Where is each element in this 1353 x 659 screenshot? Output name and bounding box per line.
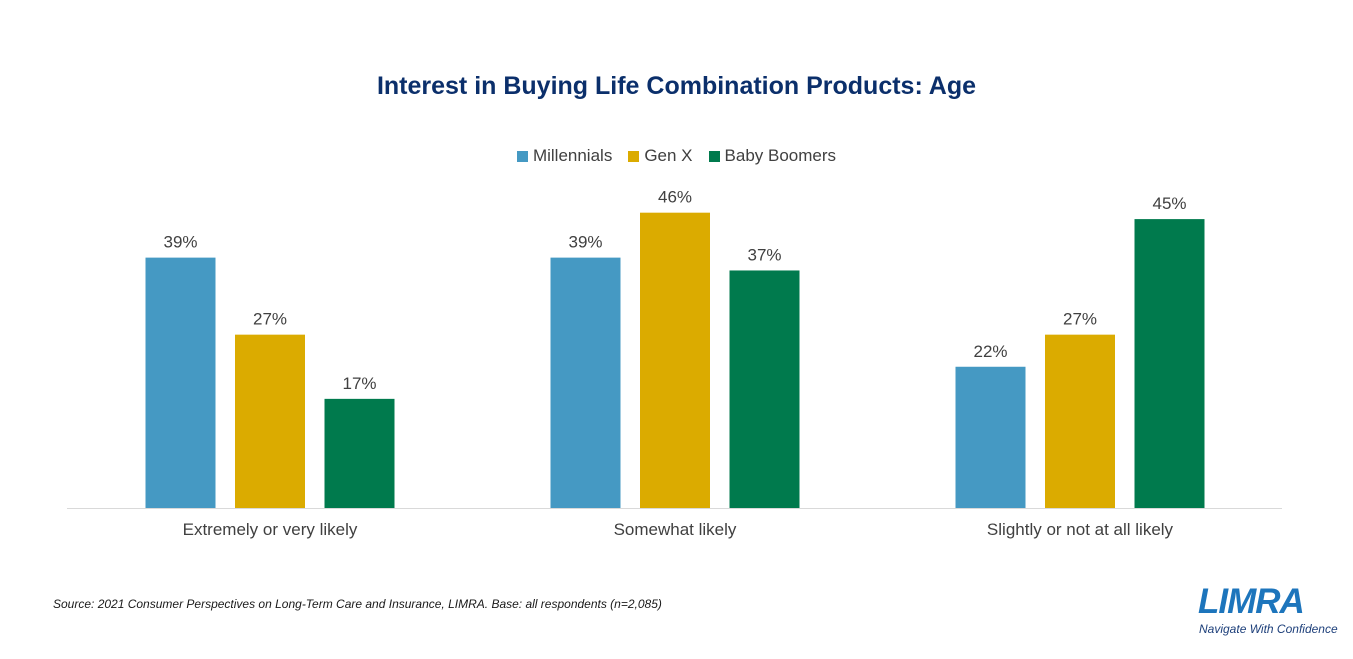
logo-tagline: Navigate With Confidence [1199, 622, 1338, 636]
legend-item-millennials: Millennials [516, 146, 613, 166]
bar-baby-boomers-slightly-or-not-at-all-likely [1134, 219, 1205, 508]
data-label-baby-boomers-slightly-or-not-at-all-likely: 45% [1152, 194, 1186, 213]
bar-gen-x-slightly-or-not-at-all-likely [1045, 334, 1115, 508]
data-label-gen-x-slightly-or-not-at-all-likely: 27% [1063, 310, 1097, 329]
bar-millennials-somewhat-likely [550, 257, 621, 508]
source-note: Source: 2021 Consumer Perspectives on Lo… [53, 597, 662, 611]
legend: Millennials Gen X Baby Boomers [0, 146, 1353, 166]
legend-label-baby-boomers: Baby Boomers [724, 146, 837, 165]
legend-label-gen-x: Gen X [644, 146, 693, 165]
bar-millennials-slightly-or-not-at-all-likely [955, 366, 1026, 508]
data-label-baby-boomers-somewhat-likely: 37% [747, 245, 781, 264]
data-label-millennials-somewhat-likely: 39% [568, 233, 602, 252]
legend-item-gen-x: Gen X [628, 146, 693, 166]
bar-gen-x-extremely-or-very-likely [235, 334, 305, 508]
legend-swatch-baby-boomers [708, 150, 720, 162]
data-label-gen-x-somewhat-likely: 46% [658, 188, 692, 207]
bar-millennials-extremely-or-very-likely [145, 257, 216, 508]
data-label-baby-boomers-extremely-or-very-likely: 17% [342, 374, 376, 393]
data-label-millennials-slightly-or-not-at-all-likely: 22% [973, 342, 1007, 361]
category-label-somewhat-likely: Somewhat likely [614, 520, 737, 539]
limra-logo: LIMRA Navigate With Confidence [1198, 584, 1338, 644]
bar-baby-boomers-extremely-or-very-likely [324, 398, 395, 508]
bar-baby-boomers-somewhat-likely [729, 270, 800, 508]
category-label-slightly-or-not-at-all-likely: Slightly or not at all likely [987, 520, 1174, 539]
category-label-extremely-or-very-likely: Extremely or very likely [183, 520, 358, 539]
legend-label-millennials: Millennials [532, 146, 613, 165]
chart-title: Interest in Buying Life Combination Prod… [376, 72, 977, 100]
legend-item-baby-boomers: Baby Boomers [708, 146, 837, 166]
logo-wordmark: LIMRA [1198, 582, 1305, 621]
legend-swatch-gen-x [628, 150, 640, 162]
data-label-millennials-extremely-or-very-likely: 39% [163, 233, 197, 252]
legend-swatch-millennials [516, 150, 528, 162]
data-label-gen-x-extremely-or-very-likely: 27% [253, 310, 287, 329]
bar-gen-x-somewhat-likely [640, 212, 710, 508]
